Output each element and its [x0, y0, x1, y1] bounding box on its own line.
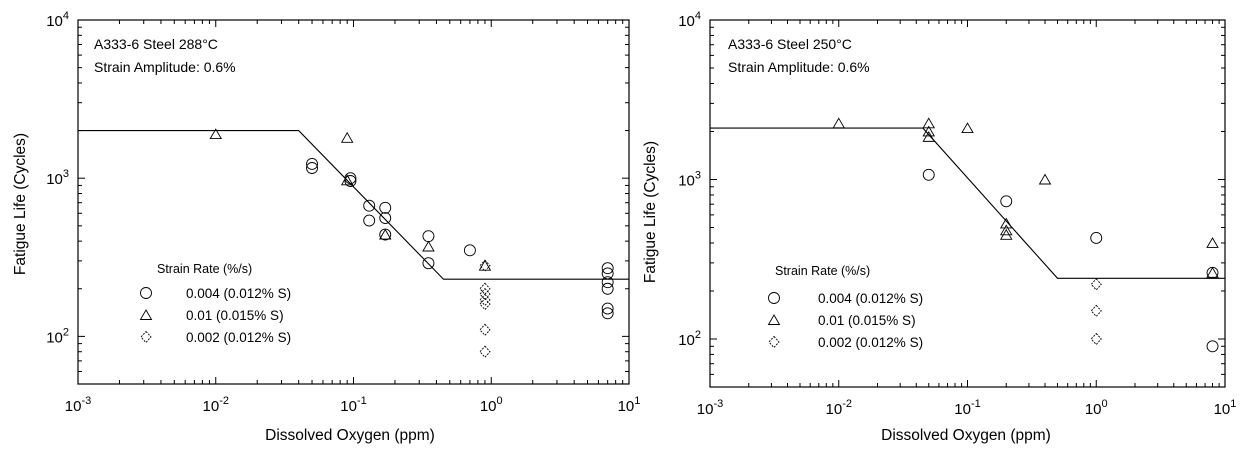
chart-1-point-triangle: [922, 125, 936, 137]
chart-0-y-tick-label: 102: [46, 326, 69, 346]
chart-1-point-circle: [1000, 195, 1013, 208]
chart-0-point-circle: [601, 302, 614, 315]
chart-left-xlabel: Dissolved Oxygen (ppm): [265, 427, 435, 444]
chart-0-x-tick-label: 10-1: [340, 395, 366, 415]
chart-0-point-circle: [379, 201, 392, 214]
chart-1-plot-frame: [709, 19, 1226, 388]
chart-1-point-circle: [1090, 232, 1103, 244]
chart-0-x-tick-label: 101: [618, 395, 641, 415]
chart-1-point-circle: [1206, 266, 1219, 279]
chart-1-point-diamond: [1090, 332, 1102, 346]
chart-1-x-tick-label: 100: [1085, 398, 1108, 418]
chart-1-y-tick-label: 104: [678, 10, 701, 30]
chart-0-fit-line: [78, 130, 629, 280]
chart-1-legend-label-1: 0.01 (0.015% S): [818, 313, 916, 328]
chart-right-xlabel: Dissolved Oxygen (ppm): [881, 427, 1051, 444]
chart-0-point-diamond: [479, 345, 491, 358]
chart-right-legend-title: Strain Rate (%/s): [775, 264, 870, 278]
chart-left-legend-title: Strain Rate (%/s): [157, 262, 252, 276]
chart-0-point-circle: [379, 228, 392, 241]
chart-1-point-diamond: [1090, 278, 1102, 291]
chart-1-fit-line: [710, 127, 1225, 279]
chart-left-title: A333-6 Steel 288°C: [94, 36, 218, 52]
chart-0-point-circle: [422, 230, 435, 243]
chart-0-point-circle: [601, 262, 614, 275]
chart-left: 10-3 10-2 10-1 100 101 102 103 104 0.004 (0.012%…: [12, 10, 640, 444]
chart-1-point-triangle: [999, 228, 1013, 240]
chart-0-point-circle: [463, 244, 476, 257]
chart-right-subtitle: Strain Amplitude: 0.6%: [728, 59, 870, 75]
chart-0-point-circle: [363, 214, 376, 227]
chart-left-subtitle: Strain Amplitude: 0.6%: [94, 59, 236, 75]
chart-0-legend-marker-diamond: [140, 330, 152, 344]
chart-1-x-tick-label: 10-2: [826, 398, 852, 418]
chart-0-point-diamond: [479, 287, 491, 301]
chart-1-legend-label-2: 0.002 (0.012% S): [818, 335, 923, 350]
chart-1-legend-marker-circle: [768, 292, 780, 304]
chart-0-x-tick-label: 10-3: [65, 395, 91, 415]
chart-0-point-circle: [601, 307, 614, 320]
chart-0-point-circle: [379, 212, 392, 224]
chart-1-legend-label-0: 0.004 (0.012% S): [818, 291, 923, 306]
chart-0-y-tick-label: 103: [46, 168, 69, 188]
chart-0-legend-label-2: 0.002 (0.012% S): [186, 330, 291, 345]
chart-1-point-circle: [1206, 340, 1219, 353]
chart-right-title: A333-6 Steel 250°C: [728, 36, 852, 52]
chart-0-point-diamond: [479, 282, 491, 295]
chart-1-x-tick-label: 10-1: [954, 398, 980, 418]
chart-1-point-triangle: [999, 224, 1013, 236]
chart-left-ylabel: Fatigue Life (Cycles): [12, 133, 29, 275]
chart-0-x-tick-label: 100: [480, 395, 503, 415]
chart-left-marks: 10-3 10-2 10-1 100 101 102 103 104 0.004 (0.012%…: [46, 10, 640, 415]
chart-0-point-triangle: [340, 174, 354, 186]
chart-1-y-tick-label: 102: [678, 329, 701, 349]
chart-1-point-triangle: [922, 130, 936, 142]
chart-0-legend-label-0: 0.004 (0.012% S): [186, 286, 291, 301]
chart-1-point-triangle: [1206, 237, 1219, 248]
chart-0-legend-label-1: 0.01 (0.015% S): [186, 308, 284, 323]
chart-1-point-triangle: [832, 117, 846, 129]
chart-0-point-circle: [363, 199, 376, 212]
chart-right-marks: 10-3 10-2 10-1 100 101 102 103 104 0.004 (0.012%…: [678, 10, 1236, 418]
chart-right: 10-3 10-2 10-1 100 101 102 103 104 0.004 (0.012%…: [642, 10, 1236, 444]
chart-0-legend-marker-triangle: [139, 309, 153, 320]
chart-right-ylabel: Fatigue Life (Cycles): [642, 141, 659, 283]
chart-1-point-circle: [922, 168, 935, 181]
chart-1-legend-marker-triangle: [767, 314, 781, 325]
chart-0-y-tick-label: 104: [46, 10, 69, 30]
chart-0-point-triangle: [340, 131, 354, 143]
chart-1-point-triangle: [999, 217, 1013, 229]
chart-0-legend-marker-circle: [140, 287, 152, 299]
chart-0-point-circle: [601, 276, 614, 289]
chart-0-point-diamond: [479, 259, 491, 272]
chart-1-point-triangle: [922, 117, 936, 129]
chart-0-point-diamond: [479, 323, 491, 337]
chart-1-legend-marker-diamond: [768, 335, 780, 349]
chart-0-point-circle: [601, 282, 614, 295]
chart-0-x-tick-label: 10-2: [203, 395, 229, 415]
chart-0-point-circle: [306, 158, 318, 170]
chart-0-point-triangle: [378, 228, 392, 240]
chart-0-point-circle: [601, 267, 614, 280]
chart-0-point-circle: [344, 175, 357, 187]
chart-0-point-triangle: [209, 128, 223, 140]
chart-1-y-tick-label: 103: [678, 169, 701, 189]
chart-0-point-circle: [306, 162, 318, 174]
chart-1-x-tick-label: 10-3: [697, 398, 723, 418]
chart-0-point-triangle: [478, 259, 492, 271]
chart-1-x-tick-label: 101: [1214, 398, 1237, 418]
chart-0-point-circle: [344, 172, 357, 185]
chart-1-point-triangle: [961, 122, 974, 134]
chart-0-point-diamond: [479, 293, 491, 307]
chart-0-point-diamond: [479, 297, 491, 311]
chart-0-point-triangle: [422, 240, 435, 252]
chart-0-point-circle: [422, 257, 435, 270]
chart-1-point-triangle: [1206, 266, 1219, 278]
chart-1-point-diamond: [1090, 304, 1102, 318]
chart-1-point-triangle: [1038, 173, 1052, 185]
